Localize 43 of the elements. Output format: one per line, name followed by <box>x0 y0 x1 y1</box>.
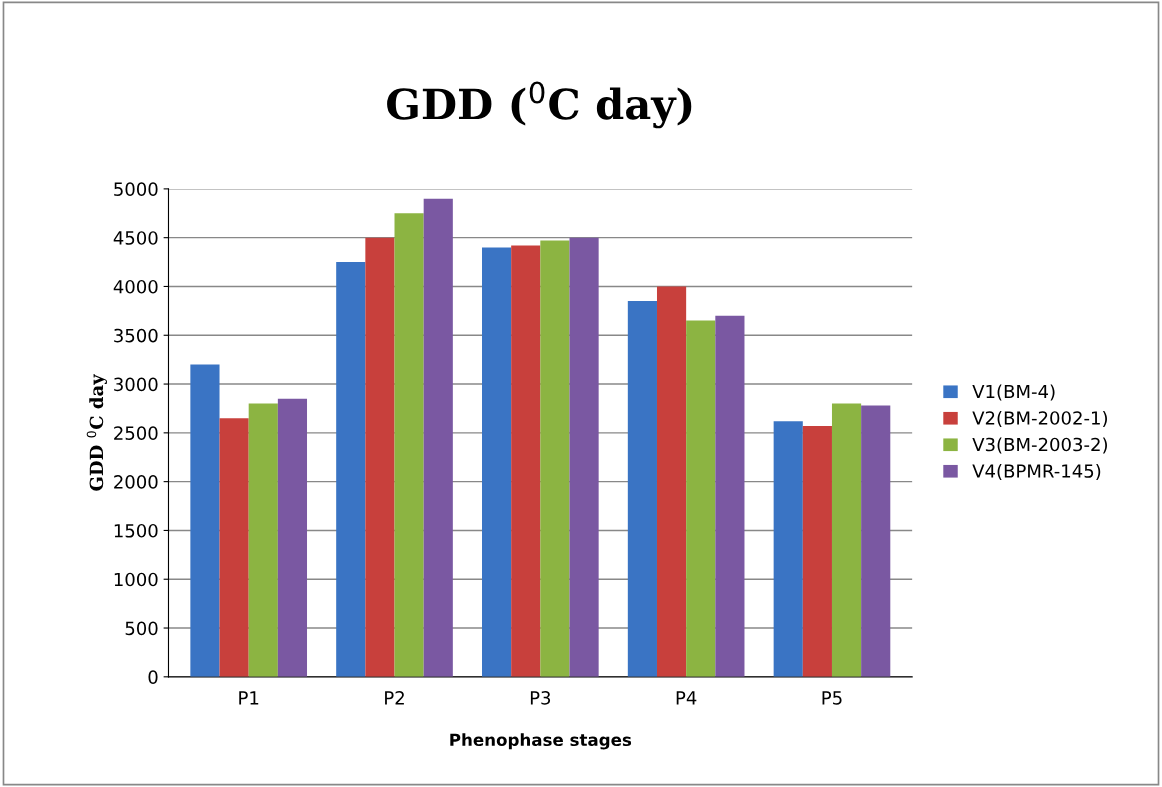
x-tick-label: P5 <box>822 691 842 705</box>
x-tick-label: P1 <box>239 691 259 705</box>
bar <box>569 237 599 677</box>
y-tick-label: 500 <box>125 621 158 636</box>
bar <box>365 237 395 677</box>
y-tick-label: 2000 <box>114 475 158 489</box>
y-tick-label: 1000 <box>114 572 158 587</box>
bar <box>773 421 803 677</box>
chart-title: GDD ($^{0}$C day) <box>387 81 692 129</box>
bar <box>656 286 687 677</box>
bar <box>336 262 366 677</box>
legend-label: V3(BM-2003-2) <box>972 437 1107 454</box>
bar <box>423 198 453 677</box>
x-tick-label: P3 <box>530 691 551 705</box>
bar <box>277 398 308 677</box>
y-tick-label: 2500 <box>114 426 158 440</box>
legend-label: V1(BM-4) <box>972 384 1055 401</box>
bar <box>715 315 745 677</box>
y-tick-label: 4500 <box>113 231 158 245</box>
y-tick-label: 3000 <box>114 377 158 392</box>
y-tick-label: 4000 <box>113 279 158 294</box>
bar <box>190 364 220 677</box>
y-tick-label: 3500 <box>114 328 158 343</box>
bar <box>627 301 657 677</box>
bar <box>394 213 424 677</box>
bar <box>802 426 832 677</box>
bar <box>219 418 249 677</box>
y-tick-label: 1500 <box>114 523 158 538</box>
legend-label: V2(BM-2002-1) <box>972 410 1107 427</box>
y-tick-label: 5000 <box>114 182 158 196</box>
bar <box>482 247 512 677</box>
bar <box>248 403 278 677</box>
bar <box>511 245 541 677</box>
bar <box>686 320 716 677</box>
x-tick-label: P2 <box>385 691 404 705</box>
y-axis-title: GDD $^{0}$C day <box>86 373 107 491</box>
bar <box>861 405 891 677</box>
bar <box>831 403 862 677</box>
legend-label: V4(BPMR-145) <box>972 463 1101 480</box>
x-tick-label: P4 <box>676 691 697 705</box>
x-axis-title: Phenophase stages <box>450 733 632 750</box>
bar <box>540 240 570 677</box>
y-tick-label: 0 <box>148 670 158 684</box>
